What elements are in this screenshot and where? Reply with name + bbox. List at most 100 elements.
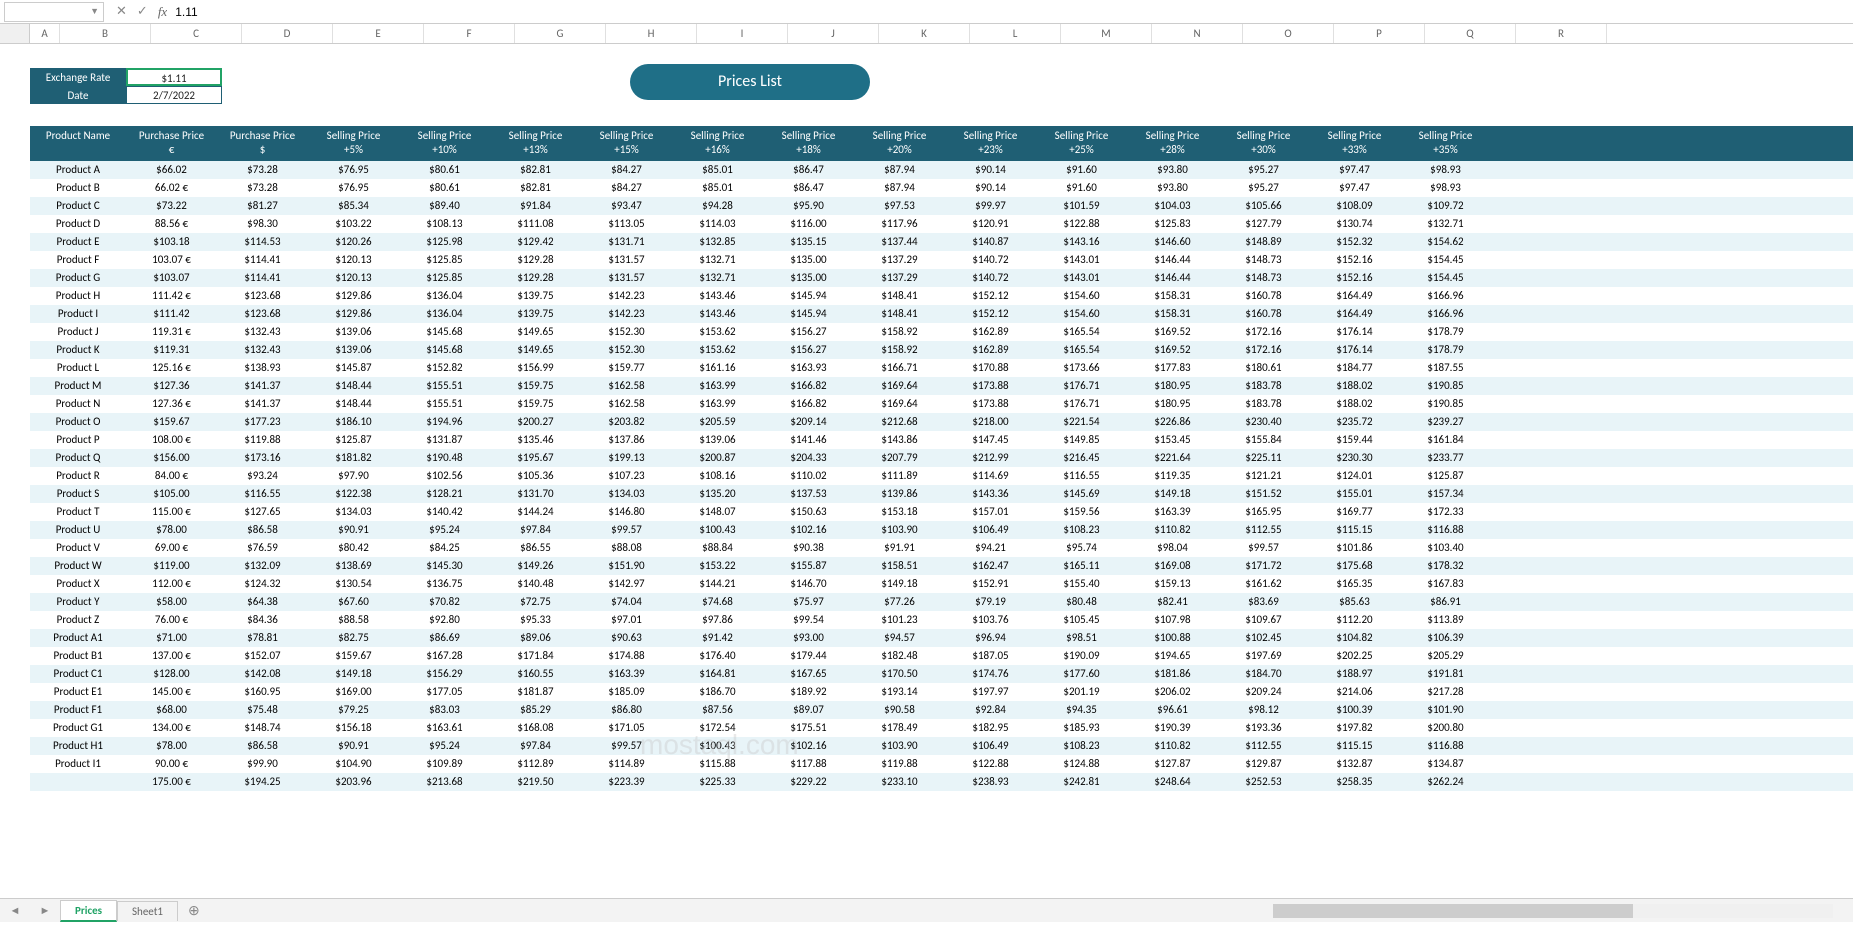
price-cell[interactable]: $135.46 [490,431,581,449]
price-cell[interactable]: $176.14 [1309,323,1400,341]
price-cell[interactable]: $85.34 [308,197,399,215]
price-cell[interactable]: $67.60 [308,593,399,611]
price-cell[interactable]: $162.89 [945,323,1036,341]
price-cell[interactable]: $141.37 [217,395,308,413]
price-cell[interactable]: $132.87 [1309,755,1400,773]
price-cell[interactable]: $209.14 [763,413,854,431]
price-cell[interactable]: $93.80 [1127,179,1218,197]
price-cell[interactable]: $96.61 [1127,701,1218,719]
price-cell[interactable]: $122.38 [308,485,399,503]
price-cell[interactable]: 175.00 € [126,773,217,791]
price-cell[interactable]: $94.28 [672,197,763,215]
price-cell[interactable]: $262.24 [1400,773,1491,791]
price-cell[interactable]: $169.00 [308,683,399,701]
price-cell[interactable]: $213.68 [399,773,490,791]
price-cell[interactable]: $139.86 [854,485,945,503]
price-cell[interactable]: $124.01 [1309,467,1400,485]
price-cell[interactable]: $163.39 [1127,503,1218,521]
price-cell[interactable]: $238.93 [945,773,1036,791]
price-cell[interactable]: $110.82 [1127,737,1218,755]
price-cell[interactable]: $106.49 [945,737,1036,755]
price-cell[interactable]: $219.50 [490,773,581,791]
price-cell[interactable]: 76.00 € [126,611,217,629]
tab-prev-icon[interactable]: ◄ [0,904,30,917]
price-cell[interactable]: $75.97 [763,593,854,611]
col-header-P[interactable]: P [1334,24,1425,43]
price-cell[interactable]: $91.60 [1036,179,1127,197]
price-cell[interactable]: $152.07 [217,647,308,665]
price-cell[interactable]: $76.95 [308,161,399,179]
price-cell[interactable]: $153.22 [672,557,763,575]
price-cell[interactable]: $85.63 [1309,593,1400,611]
price-cell[interactable]: $95.27 [1218,161,1309,179]
price-cell[interactable]: $110.82 [1127,521,1218,539]
price-cell[interactable]: $159.13 [1127,575,1218,593]
price-cell[interactable]: $176.71 [1036,377,1127,395]
price-cell[interactable]: $131.70 [490,485,581,503]
price-cell[interactable]: $143.46 [672,287,763,305]
price-cell[interactable]: $78.00 [126,737,217,755]
price-cell[interactable]: $170.88 [945,359,1036,377]
tab-sheet1[interactable]: Sheet1 [117,901,178,921]
product-name-cell[interactable]: Product B1 [30,647,126,665]
price-cell[interactable]: 103.07 € [126,251,217,269]
price-cell[interactable]: $101.90 [1400,701,1491,719]
price-cell[interactable]: $195.67 [490,449,581,467]
price-cell[interactable]: $73.28 [217,179,308,197]
price-cell[interactable]: $98.51 [1036,629,1127,647]
price-cell[interactable]: $134.03 [581,485,672,503]
price-cell[interactable]: $119.88 [854,755,945,773]
price-cell[interactable]: $97.84 [490,737,581,755]
price-cell[interactable]: $148.41 [854,305,945,323]
price-cell[interactable]: $124.88 [1036,755,1127,773]
price-cell[interactable]: $230.40 [1218,413,1309,431]
price-cell[interactable]: $112.55 [1218,521,1309,539]
price-cell[interactable]: $139.06 [672,431,763,449]
product-name-cell[interactable]: Product R [30,467,126,485]
price-cell[interactable]: $123.68 [217,305,308,323]
price-cell[interactable]: $125.85 [399,269,490,287]
price-cell[interactable]: $160.78 [1218,287,1309,305]
price-cell[interactable]: $180.61 [1218,359,1309,377]
price-cell[interactable]: $80.48 [1036,593,1127,611]
price-cell[interactable]: $158.31 [1127,287,1218,305]
product-name-cell[interactable]: Product G [30,269,126,287]
price-cell[interactable]: 111.42 € [126,287,217,305]
price-cell[interactable]: $176.40 [672,647,763,665]
price-cell[interactable]: $111.89 [854,467,945,485]
price-cell[interactable]: $119.35 [1127,467,1218,485]
price-cell[interactable]: $174.76 [945,665,1036,683]
price-cell[interactable]: $148.73 [1218,251,1309,269]
price-cell[interactable]: $166.71 [854,359,945,377]
price-cell[interactable]: $203.82 [581,413,672,431]
col-header-R[interactable]: R [1516,24,1607,43]
price-cell[interactable]: $70.82 [399,593,490,611]
price-cell[interactable]: $152.91 [945,575,1036,593]
col-header-J[interactable]: J [788,24,879,43]
date-value[interactable]: 2/7/2022 [126,86,222,104]
product-name-cell[interactable]: Product C [30,197,126,215]
price-cell[interactable]: $92.80 [399,611,490,629]
price-cell[interactable]: $201.19 [1036,683,1127,701]
price-cell[interactable]: $89.07 [763,701,854,719]
price-cell[interactable]: $87.94 [854,161,945,179]
price-cell[interactable]: $128.21 [399,485,490,503]
price-cell[interactable]: $101.23 [854,611,945,629]
product-name-cell[interactable]: Product W [30,557,126,575]
price-cell[interactable]: $93.24 [217,467,308,485]
price-cell[interactable]: $149.65 [490,341,581,359]
price-cell[interactable]: $175.51 [763,719,854,737]
price-cell[interactable]: $143.46 [672,305,763,323]
price-cell[interactable]: $80.42 [308,539,399,557]
price-cell[interactable]: $155.84 [1218,431,1309,449]
price-cell[interactable]: $124.32 [217,575,308,593]
table-row[interactable]: Product H1$78.00$86.58$90.91$95.24$97.84… [30,737,1853,755]
price-cell[interactable]: $171.05 [581,719,672,737]
price-cell[interactable]: $214.06 [1309,683,1400,701]
price-cell[interactable]: $103.90 [854,737,945,755]
price-cell[interactable]: $94.21 [945,539,1036,557]
price-cell[interactable]: $177.60 [1036,665,1127,683]
price-cell[interactable]: $163.39 [581,665,672,683]
price-cell[interactable]: $178.79 [1400,323,1491,341]
price-cell[interactable]: $112.89 [490,755,581,773]
